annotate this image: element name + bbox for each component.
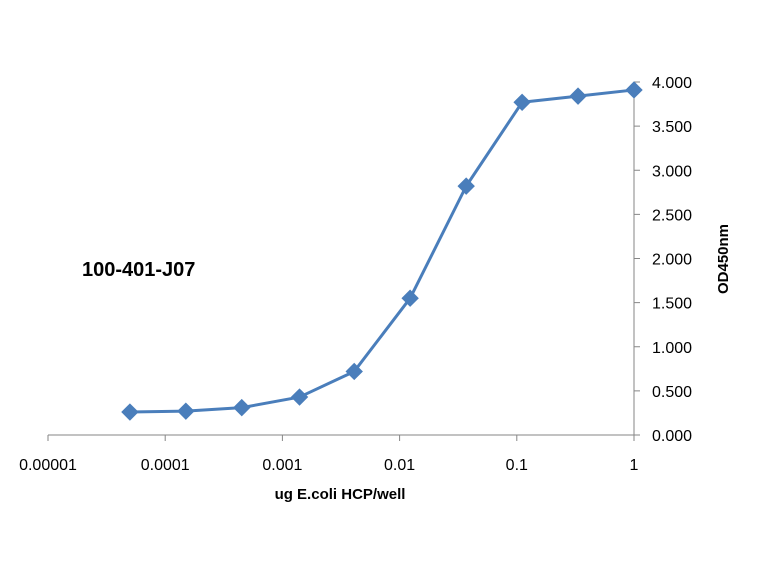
data-point	[513, 93, 531, 112]
y-tick-label: 3.000	[652, 163, 692, 180]
chart-annotation: 100-401-J07	[82, 259, 195, 281]
series-layer	[121, 81, 643, 421]
y-ticks: 0.000 0.500 1.000 1.500 2.000 2.500 3.000 3.500…	[634, 75, 692, 445]
data-point	[177, 402, 195, 420]
data-point	[345, 362, 363, 381]
x-tick-label: 0.0001	[141, 457, 190, 474]
data-point	[233, 398, 251, 417]
y-tick-label: 3.500	[652, 119, 692, 136]
axes: 0.00001 0.0001 0.001 0.01 0.1 1 0.000 0.500 1.0…	[19, 75, 692, 474]
x-tick-label: 0.00001	[19, 457, 77, 474]
y-tick-label: 1.000	[652, 340, 692, 357]
data-point	[569, 87, 587, 105]
y-tick-label: 0.000	[652, 428, 692, 445]
x-tick-label: 0.1	[506, 457, 528, 474]
series-line	[129, 88, 635, 414]
y-tick-label: 1.500	[652, 296, 692, 313]
y-tick-label: 2.500	[652, 207, 692, 224]
y-tick-label: 0.500	[652, 384, 692, 401]
data-point	[401, 289, 419, 307]
y-tick-label: 4.000	[652, 75, 692, 92]
x-axis-title: ug E.coli HCP/well	[275, 486, 406, 503]
x-tick-label: 1	[630, 457, 639, 474]
y-tick-label: 2.000	[652, 252, 692, 269]
x-tick-label: 0.001	[262, 457, 302, 474]
data-point	[625, 81, 643, 99]
y-axis-title: OD450nm	[715, 224, 732, 294]
data-point	[457, 177, 475, 195]
data-point	[121, 403, 139, 421]
data-point	[290, 388, 309, 406]
x-ticks: 0.00001 0.0001 0.001 0.01 0.1 1	[19, 435, 639, 474]
x-tick-label: 0.01	[384, 457, 415, 474]
